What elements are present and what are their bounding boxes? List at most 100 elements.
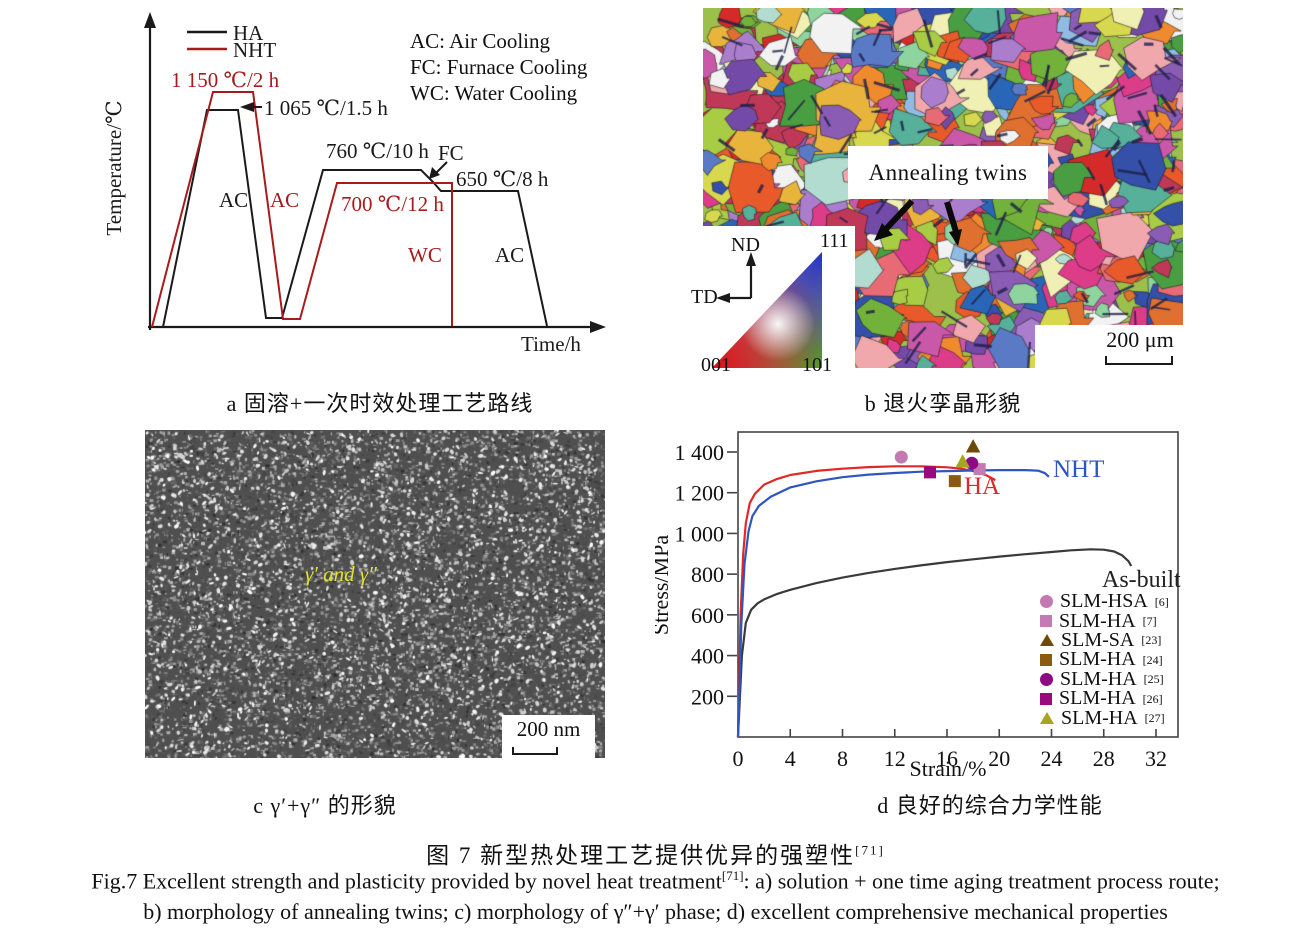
figure-caption-zh-text: 图 7 新型热处理工艺提供优异的强塑性 bbox=[426, 843, 856, 868]
legend-item: SLM-SA [23] bbox=[1040, 628, 1169, 651]
svg-text:16: 16 bbox=[936, 746, 958, 771]
label-700: 700 ℃/12 h bbox=[341, 192, 444, 216]
panel-c-caption: c γ′+γ″ 的形貌 bbox=[253, 793, 397, 818]
triangle-marker-icon bbox=[1040, 712, 1054, 725]
legend-item: SLM-HA [7] bbox=[1040, 609, 1169, 632]
label-ac-nht: AC bbox=[270, 188, 299, 212]
triangle-marker-icon bbox=[1040, 634, 1054, 647]
figure-caption-en-text: Fig.7 Excellent strength and plasticity … bbox=[91, 868, 722, 894]
label-650: 650 ℃/8 h bbox=[456, 167, 549, 191]
label-1065: 1 065 ℃/1.5 h bbox=[264, 96, 388, 120]
curve-nht bbox=[736, 469, 1050, 738]
ha-curve bbox=[162, 109, 548, 328]
panel-c-scalebar-box: 200 nm bbox=[502, 715, 595, 758]
ipf-111-label: 111 bbox=[820, 230, 849, 252]
annealing-twins-label-box: Annealing twins bbox=[848, 146, 1048, 199]
figure-caption-zh-ref: [71] bbox=[855, 842, 885, 858]
twin-arrow-1-line bbox=[883, 198, 915, 232]
svg-text:1 200: 1 200 bbox=[675, 481, 725, 506]
legend-item: SLM-HA [24] bbox=[1040, 648, 1169, 671]
sem-micrograph bbox=[145, 430, 605, 758]
panel-c-scalebar-bracket bbox=[512, 747, 558, 755]
ipf-101-label: 101 bbox=[802, 354, 832, 376]
curve-label-as-built: As-built bbox=[1102, 567, 1181, 593]
panel-d-x-axis-label: Strain/% bbox=[910, 756, 987, 781]
figure-caption-en-tail: : a) solution + one time aging treatment… bbox=[743, 868, 1220, 894]
arrow-1065-head bbox=[240, 102, 254, 112]
twin-arrow-2-head bbox=[949, 229, 962, 246]
curve-ha bbox=[736, 465, 996, 738]
panel-b-caption: b 退火孪晶形貌 bbox=[864, 391, 1022, 416]
legend-item: SLM-HA [27] bbox=[1040, 706, 1169, 729]
ipf-nd-label: ND bbox=[731, 234, 760, 256]
stress-strain-curves bbox=[736, 465, 1133, 738]
svg-text:28: 28 bbox=[1093, 746, 1115, 771]
axis-ticks: 0 4 8 12 16 20 24 28 32 200 400 600 800 1 000 1 200 1 4… bbox=[675, 440, 1168, 771]
square-marker-icon bbox=[1040, 692, 1052, 705]
figure-caption-zh: 图 7 新型热处理工艺提供优异的强塑性[71] bbox=[0, 836, 1311, 870]
svg-text:600: 600 bbox=[691, 603, 724, 628]
legend-label: SLM-HA bbox=[1059, 648, 1136, 671]
panel-d-legend: SLM-HSA [6] SLM-HA [7] SLM-SA [23] SLM-HA [24] S… bbox=[1040, 590, 1169, 729]
label-wc: WC bbox=[408, 243, 442, 267]
point-SLM-HA bbox=[924, 466, 937, 479]
svg-text:24: 24 bbox=[1041, 746, 1063, 771]
circle-marker-icon bbox=[1040, 595, 1053, 609]
square-marker-icon bbox=[1040, 653, 1052, 666]
ipf-td-label: TD bbox=[691, 286, 718, 308]
circle-marker-icon bbox=[1040, 672, 1053, 686]
svg-text:800: 800 bbox=[691, 562, 724, 587]
label-ac-final: AC bbox=[495, 243, 524, 267]
point-SLM-HA bbox=[948, 475, 961, 488]
panel-a-x-axis-label: Time/h bbox=[521, 332, 581, 356]
legend-label: SLM-SA bbox=[1061, 628, 1135, 651]
svg-text:20: 20 bbox=[988, 746, 1010, 771]
svg-text:4: 4 bbox=[785, 746, 796, 771]
panel-b-scalebar-bracket bbox=[1105, 356, 1173, 365]
curve-as-built bbox=[736, 548, 1133, 738]
figure-caption-en-line2: b) morphology of annealing twins; c) mor… bbox=[143, 899, 1168, 924]
svg-text:1 400: 1 400 bbox=[675, 440, 725, 465]
label-760: 760 ℃/10 h bbox=[326, 139, 429, 163]
panel-a-caption: a 固溶+一次时效处理工艺路线 bbox=[226, 391, 534, 416]
legend-label: SLM-HA bbox=[1059, 687, 1136, 710]
panel-b-scalebar-box: 200 μm bbox=[1035, 325, 1183, 370]
legend-ha-label: HA bbox=[233, 21, 264, 45]
curve-label-nht: NHT bbox=[1053, 456, 1104, 483]
square-marker-icon bbox=[1040, 615, 1052, 628]
label-ac-ha: AC bbox=[219, 188, 248, 212]
svg-text:0: 0 bbox=[733, 746, 744, 771]
arrow-fc-head bbox=[429, 167, 440, 179]
figure-caption-en-line1: Fig.7 Excellent strength and plasticity … bbox=[0, 868, 1311, 894]
svg-text:400: 400 bbox=[691, 644, 724, 669]
cooling-legend: AC: Air Cooling FC: Furnace Cooling WC: … bbox=[410, 28, 587, 106]
label-fc: FC bbox=[438, 141, 464, 165]
cooling-legend-ac: AC: Air Cooling bbox=[410, 29, 551, 53]
figure-caption-en-ref: [71] bbox=[721, 868, 744, 883]
legend-label: SLM-HA bbox=[1059, 609, 1136, 632]
legend-label: SLM-HA bbox=[1061, 706, 1138, 729]
point-SLM-SA bbox=[965, 439, 981, 453]
nht-curve bbox=[151, 91, 453, 328]
panel-a-y-arrowhead bbox=[144, 12, 156, 28]
twin-arrow-1-head bbox=[874, 223, 893, 241]
cooling-legend-wc: WC: Water Cooling bbox=[410, 81, 578, 105]
legend-nht-label: NHT bbox=[233, 38, 276, 62]
twin-arrow-2-line bbox=[944, 201, 959, 233]
panel-a-y-axis-label: Temperature/℃ bbox=[102, 100, 126, 235]
panel-b-scalebar-label: 200 μm bbox=[1106, 327, 1174, 352]
legend-item: SLM-HA [26] bbox=[1040, 687, 1169, 710]
ipf-001-label: 001 bbox=[701, 354, 731, 376]
gamma-phase-label: γ′ and γ″ bbox=[305, 562, 377, 586]
point-SLM-HSA bbox=[894, 450, 908, 464]
cooling-legend-fc: FC: Furnace Cooling bbox=[410, 55, 588, 79]
annealing-twins-arrows bbox=[874, 198, 962, 246]
legend-item: SLM-HA [25] bbox=[1040, 668, 1169, 690]
svg-text:8: 8 bbox=[837, 746, 848, 771]
td-arrow-head bbox=[716, 293, 730, 303]
point-SLM-HA bbox=[955, 454, 970, 468]
svg-text:12: 12 bbox=[884, 746, 906, 771]
panel-a-process-diagram: HA NHT 1 150 ℃/2 h 1 065 ℃/1.5 h 760 ℃/1… bbox=[102, 12, 606, 356]
ipf-axes-arrows bbox=[716, 252, 756, 303]
